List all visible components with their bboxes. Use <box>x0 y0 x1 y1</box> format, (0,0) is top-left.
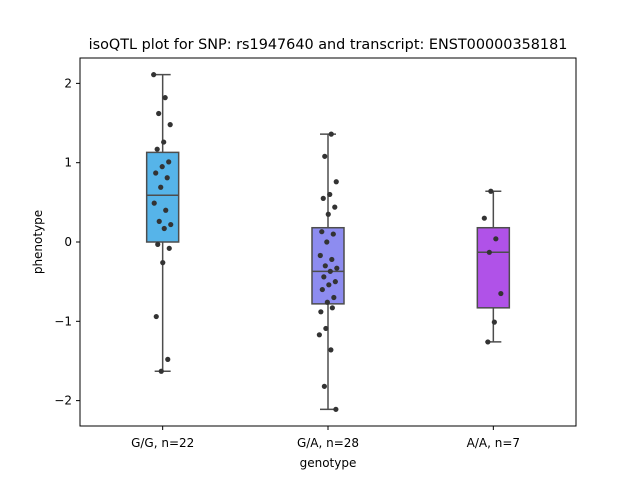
y-tick-label: −2 <box>54 394 72 408</box>
data-point <box>316 332 322 338</box>
data-point <box>317 252 323 259</box>
data-point <box>486 249 492 255</box>
data-point <box>167 122 173 128</box>
chart-title: isoQTL plot for SNP: rs1947640 and trans… <box>89 37 568 53</box>
data-point <box>329 256 335 263</box>
data-point <box>153 313 159 320</box>
data-point <box>485 339 491 345</box>
data-point <box>320 195 326 201</box>
y-tick-label: −1 <box>54 314 72 328</box>
y-tick-label: 0 <box>64 235 72 249</box>
data-point <box>161 225 167 232</box>
data-point <box>321 274 327 280</box>
data-point <box>333 406 339 412</box>
data-point <box>330 231 336 237</box>
data-point <box>154 146 160 152</box>
data-point <box>329 305 335 311</box>
data-point <box>328 131 334 137</box>
data-point <box>322 263 328 269</box>
box-iqr <box>311 226 345 305</box>
data-point <box>151 72 157 78</box>
data-point <box>322 153 328 159</box>
axes: 2 1 0 −1 −2 G/G, n=22 G/A, n=28 A/A, n=7 <box>54 76 520 450</box>
x-tick-label: G/A, n=28 <box>297 436 359 450</box>
data-point <box>160 260 166 266</box>
data-point <box>493 236 499 242</box>
data-point <box>323 325 329 332</box>
data-point <box>333 179 339 185</box>
data-point <box>334 265 340 271</box>
data-point <box>327 268 333 274</box>
data-point <box>156 110 162 117</box>
data-point <box>324 299 330 305</box>
plot-area <box>145 72 511 412</box>
data-point <box>158 184 164 190</box>
data-point <box>158 368 164 374</box>
data-point <box>165 356 171 362</box>
x-axis-label: genotype <box>300 456 357 470</box>
data-point <box>164 175 170 181</box>
data-point <box>156 218 162 224</box>
data-point <box>325 211 331 217</box>
data-point <box>166 159 172 165</box>
data-point <box>321 383 327 389</box>
data-point <box>162 95 168 101</box>
data-point <box>488 188 494 194</box>
x-tick-label: G/G, n=22 <box>131 436 194 450</box>
data-point <box>332 204 338 210</box>
y-tick-label: 1 <box>64 156 72 170</box>
data-point <box>319 229 325 235</box>
data-point <box>163 207 169 213</box>
data-point <box>153 170 159 176</box>
data-point <box>318 309 324 315</box>
y-tick-label: 2 <box>64 76 72 90</box>
data-point <box>155 241 161 247</box>
data-point <box>324 239 330 245</box>
data-point <box>498 290 504 297</box>
data-point <box>481 215 487 221</box>
data-point <box>151 200 157 206</box>
data-point <box>328 347 334 353</box>
data-point <box>168 221 174 228</box>
data-point <box>166 245 172 251</box>
data-point <box>332 279 338 285</box>
data-point <box>326 282 332 288</box>
y-axis-label: phenotype <box>31 210 45 274</box>
data-point <box>159 164 165 170</box>
data-point <box>491 319 497 325</box>
box-iqr <box>476 226 511 309</box>
x-tick-label: A/A, n=7 <box>467 436 520 450</box>
data-point <box>327 191 333 198</box>
data-point <box>331 294 337 301</box>
data-point <box>319 286 325 293</box>
data-point <box>161 139 167 145</box>
